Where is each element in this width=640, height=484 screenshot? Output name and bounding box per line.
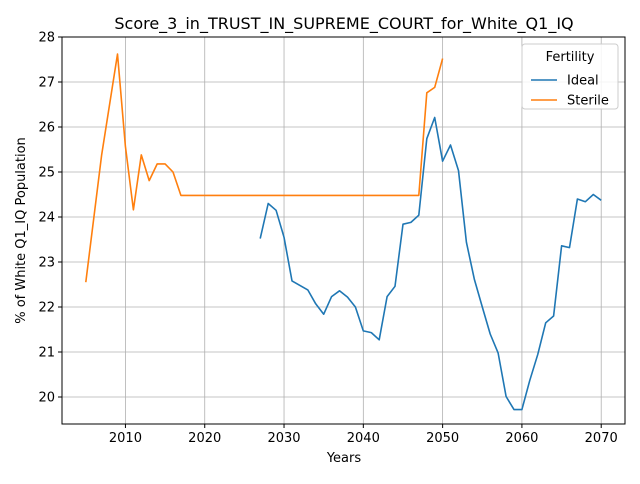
x-tick-label: 2070	[585, 431, 618, 446]
x-tick-label: 2050	[426, 431, 459, 446]
y-tick-label: 28	[38, 31, 55, 46]
x-axis-ticks: 2010 2020 2030 2040 2050 2060 2070	[109, 424, 618, 446]
y-axis-ticks: 20 21 22 23 24 25 26 27 28	[38, 31, 62, 406]
y-axis-label: % of White Q1_IQ Population	[14, 137, 29, 324]
x-tick-label: 2020	[188, 431, 221, 446]
y-tick-label: 25	[38, 166, 55, 181]
y-tick-label: 20	[38, 391, 55, 406]
x-tick-label: 2060	[505, 431, 538, 446]
legend-label-sterile: Sterile	[567, 94, 609, 109]
series-line-ideal	[259, 116, 602, 411]
y-tick-label: 26	[38, 121, 55, 136]
plot-frame	[61, 36, 626, 425]
x-tick-label: 2010	[109, 431, 142, 446]
x-axis-label: Years	[326, 451, 362, 466]
legend-title: Fertility	[546, 50, 595, 65]
y-tick-label: 27	[38, 76, 55, 91]
series-line-sterile	[85, 53, 444, 283]
chart-title: Score_3_in_TRUST_IN_SUPREME_COURT_for_Wh…	[114, 14, 573, 34]
y-tick-label: 23	[38, 256, 55, 271]
series-lines	[85, 53, 602, 411]
y-tick-label: 22	[38, 301, 55, 316]
x-tick-label: 2040	[347, 431, 380, 446]
legend: Fertility Ideal Sterile	[521, 43, 619, 110]
x-tick-label: 2030	[267, 431, 300, 446]
legend-box	[521, 43, 619, 110]
legend-label-ideal: Ideal	[567, 74, 599, 89]
y-tick-label: 21	[38, 346, 55, 361]
y-tick-label: 24	[38, 211, 55, 226]
